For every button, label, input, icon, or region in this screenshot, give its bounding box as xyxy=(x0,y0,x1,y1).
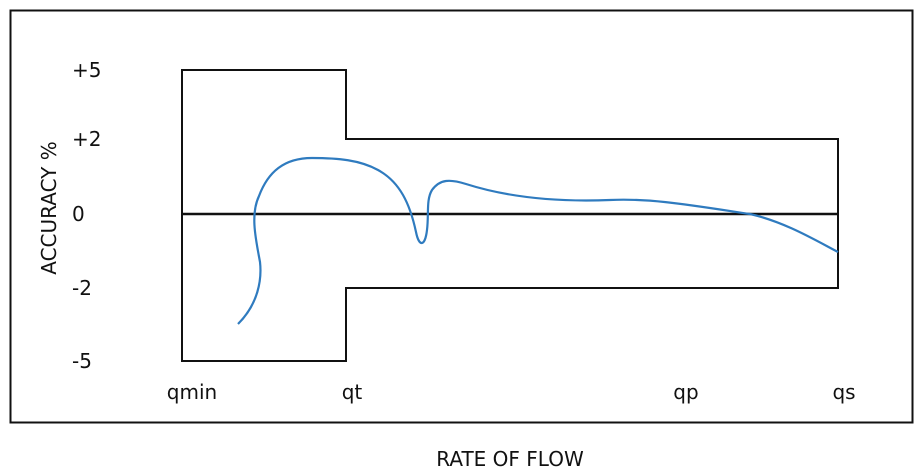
y-axis-label: ACCURACY % xyxy=(37,141,61,275)
x-tick-label: qmin xyxy=(167,380,217,404)
y-tick-label: -2 xyxy=(72,276,92,300)
y-tick-label: -5 xyxy=(72,349,92,373)
x-axis-label: RATE OF FLOW xyxy=(436,447,584,471)
accuracy-curve xyxy=(237,156,839,325)
error-envelope xyxy=(181,69,839,362)
y-tick-label: +5 xyxy=(72,58,101,82)
chart-frame xyxy=(9,9,914,424)
x-tick-label: qp xyxy=(673,380,698,404)
x-tick-label: qs xyxy=(832,380,855,404)
x-tick-label: qt xyxy=(342,380,363,404)
y-tick-label: +2 xyxy=(72,127,101,151)
y-tick-label: 0 xyxy=(72,202,85,226)
